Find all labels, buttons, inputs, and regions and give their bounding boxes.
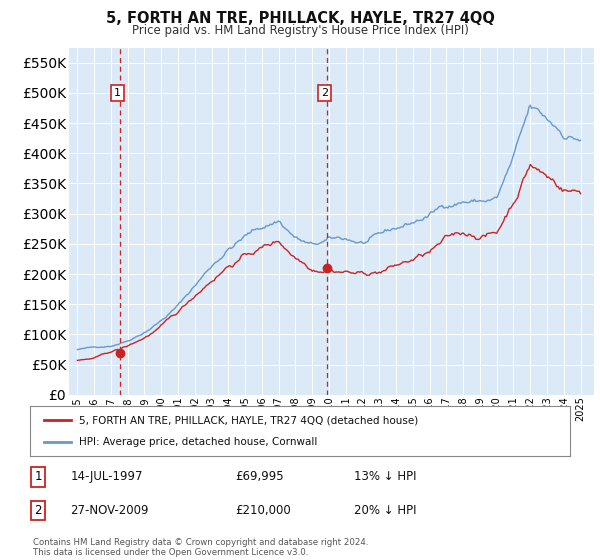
Text: Price paid vs. HM Land Registry's House Price Index (HPI): Price paid vs. HM Land Registry's House … xyxy=(131,24,469,37)
Text: 1: 1 xyxy=(34,470,42,483)
Text: 20% ↓ HPI: 20% ↓ HPI xyxy=(354,504,416,517)
Text: This data is licensed under the Open Government Licence v3.0.: This data is licensed under the Open Gov… xyxy=(33,548,308,557)
Text: £210,000: £210,000 xyxy=(235,504,291,517)
Text: 13% ↓ HPI: 13% ↓ HPI xyxy=(354,470,416,483)
Text: 27-NOV-2009: 27-NOV-2009 xyxy=(71,504,149,517)
Text: 1: 1 xyxy=(114,88,121,98)
Text: 2: 2 xyxy=(321,88,328,98)
Text: 5, FORTH AN TRE, PHILLACK, HAYLE, TR27 4QQ: 5, FORTH AN TRE, PHILLACK, HAYLE, TR27 4… xyxy=(106,11,494,26)
Text: HPI: Average price, detached house, Cornwall: HPI: Average price, detached house, Corn… xyxy=(79,437,317,447)
Text: £69,995: £69,995 xyxy=(235,470,284,483)
Text: 14-JUL-1997: 14-JUL-1997 xyxy=(71,470,143,483)
Text: Contains HM Land Registry data © Crown copyright and database right 2024.: Contains HM Land Registry data © Crown c… xyxy=(33,538,368,547)
Text: 2: 2 xyxy=(34,504,42,517)
Text: 5, FORTH AN TRE, PHILLACK, HAYLE, TR27 4QQ (detached house): 5, FORTH AN TRE, PHILLACK, HAYLE, TR27 4… xyxy=(79,415,418,425)
